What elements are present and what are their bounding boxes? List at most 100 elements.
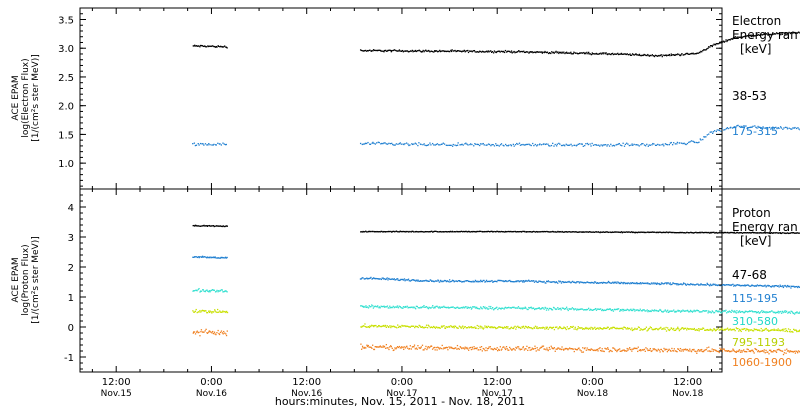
series-47-68 <box>192 224 800 235</box>
data-point <box>679 54 681 57</box>
data-point <box>746 351 748 353</box>
data-point <box>690 328 692 330</box>
data-point <box>216 46 218 48</box>
data-point <box>390 278 392 281</box>
data-point <box>779 284 781 286</box>
data-point <box>725 39 727 41</box>
data-point <box>541 327 544 329</box>
data-point <box>556 348 558 350</box>
data-point <box>789 350 791 352</box>
data-point <box>578 347 580 349</box>
data-point <box>619 327 621 330</box>
data-point <box>793 232 795 234</box>
data-point <box>225 143 227 146</box>
data-point <box>685 52 688 55</box>
data-point <box>760 34 762 36</box>
data-point <box>671 347 673 350</box>
data-point <box>716 129 718 131</box>
data-point <box>468 231 470 233</box>
data-point <box>709 283 712 285</box>
data-point <box>545 309 548 311</box>
data-point <box>721 327 723 329</box>
data-point <box>494 326 496 329</box>
data-point <box>606 308 609 310</box>
data-point <box>417 326 419 329</box>
data-point <box>550 52 552 55</box>
data-point <box>759 311 761 314</box>
data-point <box>403 143 405 146</box>
data-point <box>217 45 220 47</box>
data-point <box>673 54 675 56</box>
data-point <box>752 350 754 353</box>
data-point <box>212 45 214 47</box>
data-point <box>543 143 545 145</box>
data-point <box>584 231 586 233</box>
data-point <box>551 309 554 311</box>
data-point <box>603 52 605 54</box>
data-point <box>520 348 522 350</box>
data-point <box>405 325 407 328</box>
data-point <box>449 230 452 233</box>
data-point <box>373 277 375 279</box>
data-point <box>535 350 537 352</box>
data-point <box>422 231 424 233</box>
data-point <box>646 143 648 146</box>
data-point <box>609 349 611 352</box>
data-point <box>381 142 383 145</box>
data-point <box>393 349 395 351</box>
data-point <box>588 53 591 55</box>
data-point <box>763 127 765 129</box>
data-point <box>768 232 770 234</box>
data-point <box>451 49 453 51</box>
data-point <box>608 351 610 353</box>
data-point <box>408 280 410 282</box>
data-point <box>693 53 695 55</box>
data-point <box>411 279 413 281</box>
data-point <box>785 328 787 330</box>
data-point <box>650 327 652 329</box>
data-point <box>199 291 201 293</box>
data-point <box>620 309 622 312</box>
data-point <box>612 326 615 329</box>
data-point <box>677 348 679 350</box>
data-point <box>564 327 567 330</box>
data-point <box>372 277 374 280</box>
data-point <box>222 333 224 335</box>
data-point <box>724 284 726 287</box>
data-point <box>655 349 657 351</box>
data-point <box>536 51 538 53</box>
data-point <box>773 286 775 288</box>
data-point <box>758 312 760 314</box>
data-point <box>410 279 412 282</box>
data-point <box>762 34 764 36</box>
data-point <box>489 326 491 329</box>
data-point <box>569 308 572 310</box>
data-point <box>568 280 570 283</box>
data-point <box>773 328 775 330</box>
data-point <box>613 348 616 350</box>
data-point <box>454 144 456 146</box>
data-point <box>579 349 581 351</box>
data-point <box>373 230 375 233</box>
data-point <box>633 347 635 349</box>
data-point <box>679 283 682 285</box>
data-point <box>575 328 577 330</box>
data-point <box>628 282 630 284</box>
data-point <box>737 311 739 314</box>
data-point <box>400 306 402 309</box>
data-point <box>223 143 225 145</box>
data-point <box>587 143 589 146</box>
data-point <box>424 347 426 350</box>
data-point <box>745 328 748 330</box>
data-point <box>657 283 659 285</box>
data-point <box>734 329 736 332</box>
data-point <box>689 232 691 234</box>
data-point <box>680 142 683 144</box>
data-point <box>609 327 611 330</box>
data-point <box>477 307 479 310</box>
data-point <box>222 142 224 144</box>
x-tick-date-label: Nov.15 <box>101 389 132 399</box>
data-point <box>408 231 410 233</box>
data-point <box>781 33 784 35</box>
data-point <box>764 33 767 35</box>
